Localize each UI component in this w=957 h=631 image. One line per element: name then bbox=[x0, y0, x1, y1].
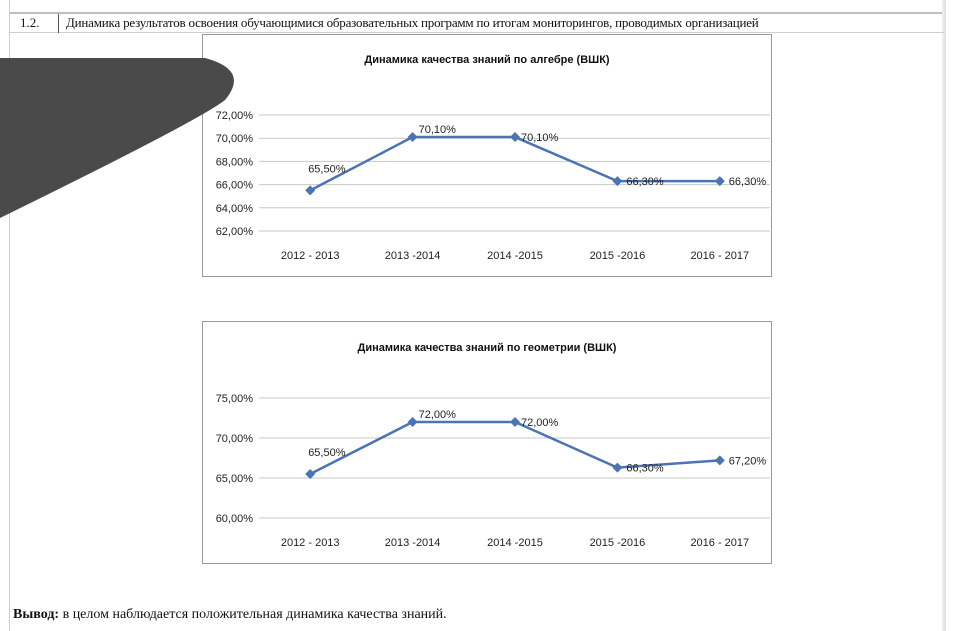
table-header-row: 1.2. Динамика результатов освоения обуча… bbox=[10, 12, 942, 34]
algebra-chart-plot: 62,00% 64,00% 66,00% 68,00% 70,00% 72,00% 2012… bbox=[216, 110, 770, 262]
x-tick-label: 2016 - 2017 bbox=[690, 537, 749, 549]
geometry-chart: Динамика качества знаний по геометрии (В… bbox=[202, 321, 772, 564]
conclusion-label: Вывод: bbox=[13, 607, 60, 622]
data-label: 72,00% bbox=[521, 417, 559, 429]
y-tick-label: 70,00% bbox=[216, 433, 254, 445]
section-number: 1.2. bbox=[20, 15, 40, 30]
algebra-chart: Динамика качества знаний по алгебре (ВШК… bbox=[202, 34, 772, 277]
chart-title: Динамика качества знаний по алгебре (ВШК… bbox=[364, 54, 610, 66]
data-point-marker bbox=[407, 417, 418, 427]
data-point-marker bbox=[612, 462, 623, 473]
chart-title: Динамика качества знаний по геометрии (В… bbox=[357, 342, 617, 354]
y-tick-label: 75,00% bbox=[216, 393, 254, 405]
data-point-marker bbox=[510, 417, 520, 427]
x-tick-label: 2016 - 2017 bbox=[690, 250, 749, 262]
data-point-marker bbox=[305, 469, 316, 479]
data-label: 65,50% bbox=[308, 163, 346, 175]
data-label: 67,20% bbox=[729, 455, 767, 467]
table-row-divider bbox=[9, 32, 944, 33]
y-tick-label: 66,00% bbox=[216, 180, 254, 192]
y-tick-label: 64,00% bbox=[216, 203, 254, 215]
data-point-marker bbox=[305, 185, 316, 196]
x-tick-label: 2013 -2014 bbox=[385, 250, 441, 262]
y-tick-label: 72,00% bbox=[216, 110, 254, 122]
data-label: 65,50% bbox=[308, 447, 346, 459]
data-point-marker bbox=[510, 132, 520, 143]
section-title: Динамика результатов освоения обучающими… bbox=[66, 15, 759, 30]
x-tick-label: 2015 -2016 bbox=[590, 250, 646, 262]
x-tick-label: 2013 -2014 bbox=[385, 537, 441, 549]
x-tick-label: 2012 - 2013 bbox=[281, 537, 340, 549]
page-border-right bbox=[942, 0, 946, 631]
x-tick-label: 2014 -2015 bbox=[487, 250, 543, 262]
y-tick-label: 65,00% bbox=[216, 473, 254, 485]
y-tick-label: 60,00% bbox=[216, 513, 254, 525]
data-label: 66,30% bbox=[626, 463, 664, 475]
x-tick-label: 2015 -2016 bbox=[590, 537, 646, 549]
conclusion-text: Вывод: в целом наблюдается положительная… bbox=[13, 607, 447, 623]
y-tick-label: 70,00% bbox=[216, 133, 254, 145]
geometry-chart-plot: 60,00% 65,00% 70,00% 75,00% 2012 - 2013 2013 … bbox=[216, 393, 770, 549]
cell-divider bbox=[58, 14, 59, 33]
x-tick-label: 2012 - 2013 bbox=[281, 250, 340, 262]
data-point-marker bbox=[612, 176, 623, 187]
data-point-marker bbox=[714, 176, 725, 187]
data-point-marker bbox=[714, 455, 725, 466]
data-point-marker bbox=[407, 132, 418, 143]
x-tick-label: 2014 -2015 bbox=[487, 537, 543, 549]
y-tick-label: 62,00% bbox=[216, 226, 254, 238]
data-label: 70,10% bbox=[419, 124, 457, 136]
conclusion-body: в целом наблюдается положительная динами… bbox=[59, 607, 447, 622]
data-label: 66,30% bbox=[729, 176, 767, 188]
data-label: 72,00% bbox=[419, 409, 457, 421]
page-border-left bbox=[9, 0, 10, 631]
y-tick-label: 68,00% bbox=[216, 156, 254, 168]
data-label: 70,10% bbox=[521, 132, 559, 144]
data-label: 66,30% bbox=[626, 176, 664, 188]
